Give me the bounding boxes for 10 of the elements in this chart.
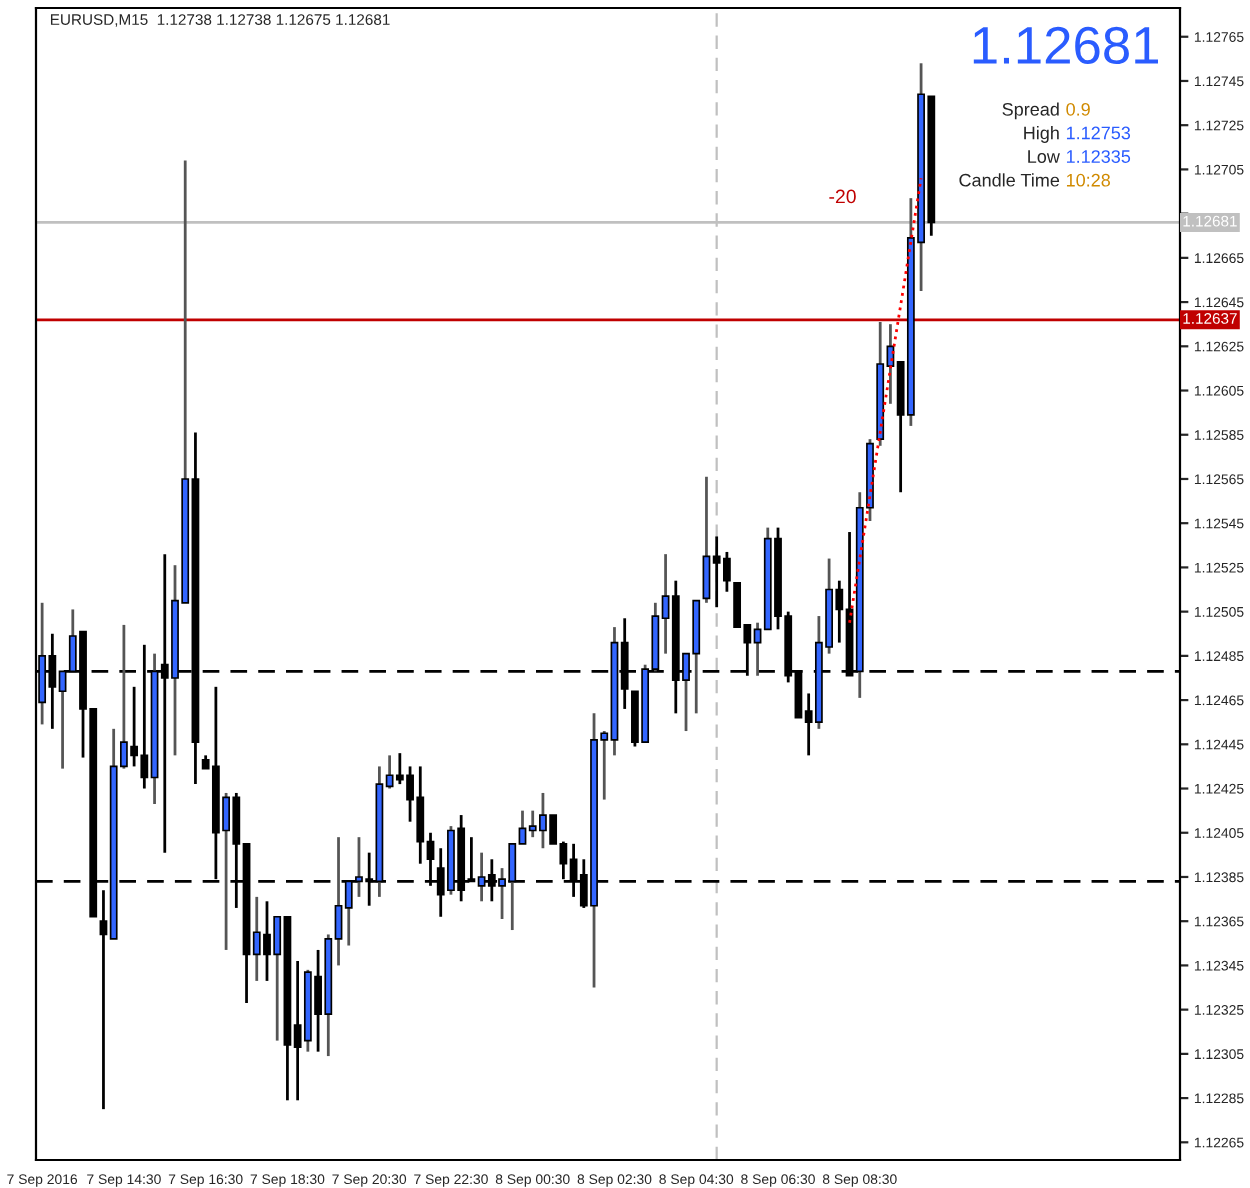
annotation: 1.12335: [1066, 150, 1131, 163]
annotation: -20: [829, 189, 856, 204]
annotation: 1.12681: [973, 26, 1158, 65]
annotation: Spread: [1002, 102, 1059, 120]
annotation: 1.12753: [1066, 126, 1131, 140]
annotation: Candle Time: [959, 173, 1060, 187]
annotation: 0.9: [1066, 102, 1090, 116]
annotation: High: [1024, 126, 1059, 143]
annotation: Low: [1028, 150, 1060, 163]
annotation: 10:28: [1066, 173, 1110, 187]
